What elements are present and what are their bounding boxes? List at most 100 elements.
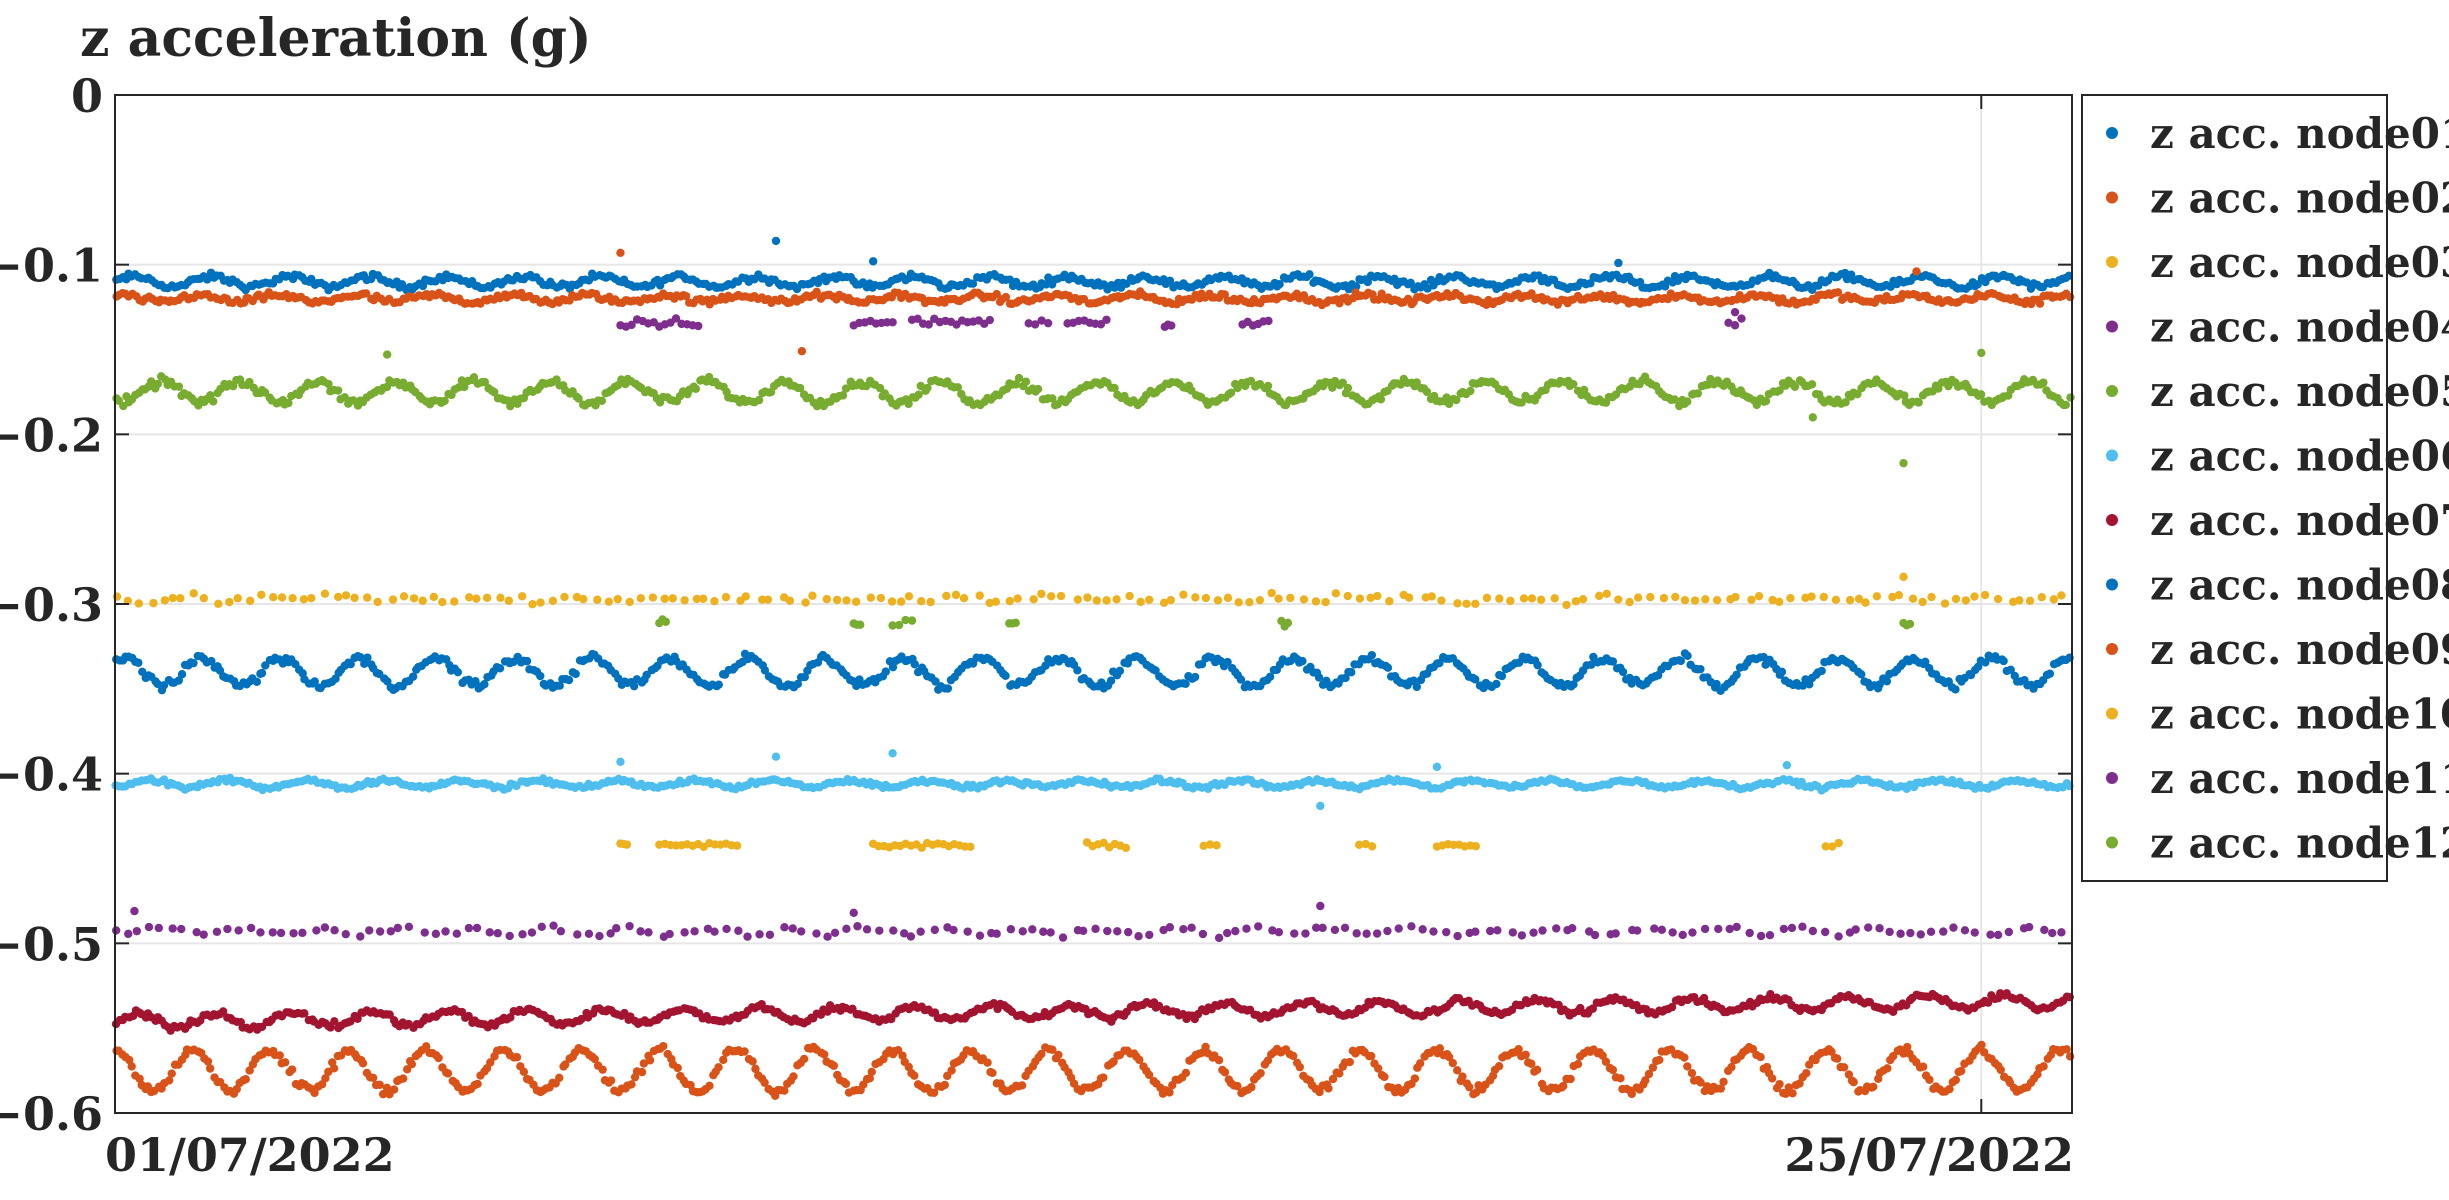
data-point <box>593 595 602 604</box>
series-4 <box>616 307 1746 332</box>
data-point <box>1819 592 1828 602</box>
data-point <box>1914 398 1923 407</box>
data-point <box>1712 596 1722 605</box>
data-point <box>528 600 537 609</box>
data-point <box>1462 599 1471 608</box>
data-point <box>269 592 278 602</box>
data-point <box>904 399 913 409</box>
data-point <box>257 590 266 599</box>
data-point <box>1737 314 1746 323</box>
data-point <box>2049 595 2059 604</box>
data-point <box>1351 282 1361 291</box>
data-point <box>490 387 499 397</box>
data-point <box>1875 924 1884 933</box>
data-point <box>1324 1084 1333 1093</box>
series-6 <box>111 749 2074 811</box>
data-point <box>1122 279 1131 289</box>
data-point <box>1632 926 1642 935</box>
data-point <box>1754 591 1764 601</box>
data-point <box>1343 383 1353 393</box>
data-point <box>537 922 546 931</box>
data-point <box>398 1074 408 1083</box>
data-point <box>1668 928 1677 937</box>
data-point <box>1951 594 1961 604</box>
data-point <box>812 929 821 938</box>
legend-label: z acc. node08 <box>2150 561 2449 610</box>
data-point <box>134 599 144 608</box>
data-point <box>985 315 995 325</box>
data-point <box>1458 1072 1467 1081</box>
data-point <box>584 929 594 939</box>
data-point <box>1453 931 1462 941</box>
data-point <box>124 929 133 939</box>
legend-label: z acc. node02 <box>2150 174 2449 223</box>
data-point <box>1299 595 1309 604</box>
data-point <box>1839 1063 1849 1072</box>
data-point <box>849 908 858 917</box>
data-point <box>1223 593 1233 603</box>
data-point <box>1110 383 1119 393</box>
data-point <box>2035 299 2045 308</box>
data-point <box>288 594 297 603</box>
data-point <box>1338 378 1347 387</box>
data-point <box>1533 660 1542 670</box>
data-point <box>613 594 622 604</box>
data-point <box>1330 925 1340 935</box>
data-point <box>988 1068 997 1078</box>
data-point <box>1404 593 1414 602</box>
data-point <box>469 373 479 382</box>
data-point <box>441 927 450 936</box>
data-point <box>951 590 961 600</box>
data-point <box>1683 651 1692 660</box>
data-point <box>1383 926 1392 936</box>
data-point <box>1633 593 1643 602</box>
data-point <box>1993 594 2003 604</box>
data-point <box>797 927 806 936</box>
data-point <box>1073 595 1083 604</box>
data-point <box>573 930 582 939</box>
data-point <box>438 597 447 607</box>
data-point <box>382 350 392 359</box>
data-point <box>443 1069 453 1078</box>
data-point <box>571 669 580 679</box>
data-point <box>822 594 832 604</box>
data-point <box>1869 1082 1878 1091</box>
y-tick-label: −0.5 <box>0 917 103 971</box>
data-point <box>1345 1057 1354 1067</box>
data-point <box>595 931 604 941</box>
series-7 <box>111 989 2074 1035</box>
data-point <box>1001 671 1010 680</box>
data-point <box>1719 1077 1728 1086</box>
data-point <box>795 383 805 393</box>
data-point <box>1018 927 1027 936</box>
data-point <box>245 596 255 605</box>
data-point <box>356 932 365 941</box>
data-point <box>554 1073 564 1083</box>
data-point <box>2025 596 2035 605</box>
data-point <box>512 1053 522 1062</box>
data-point <box>644 928 653 937</box>
data-point <box>1732 922 1741 932</box>
data-point <box>1121 843 1131 853</box>
data-point <box>457 376 467 385</box>
y-tick-label: −0.4 <box>0 748 103 802</box>
data-point <box>1882 677 1892 686</box>
data-point <box>1316 901 1325 911</box>
data-point <box>373 597 382 607</box>
data-point <box>1321 597 1330 607</box>
data-point <box>841 384 851 393</box>
data-point <box>2039 378 2048 387</box>
data-point <box>1680 1053 1689 1062</box>
legend-marker <box>2106 578 2118 591</box>
data-point <box>1939 927 1948 936</box>
data-point <box>1786 594 1795 603</box>
data-point <box>1380 1072 1389 1082</box>
data-point <box>320 589 330 598</box>
legend-label: z acc. node05 <box>2150 367 2449 416</box>
data-point <box>1676 656 1686 666</box>
data-point <box>1013 594 1022 603</box>
data-point <box>1429 927 1438 936</box>
data-point <box>1231 926 1240 936</box>
legend-marker <box>2106 449 2118 462</box>
legend-label: z acc. node11 <box>2150 754 2449 803</box>
